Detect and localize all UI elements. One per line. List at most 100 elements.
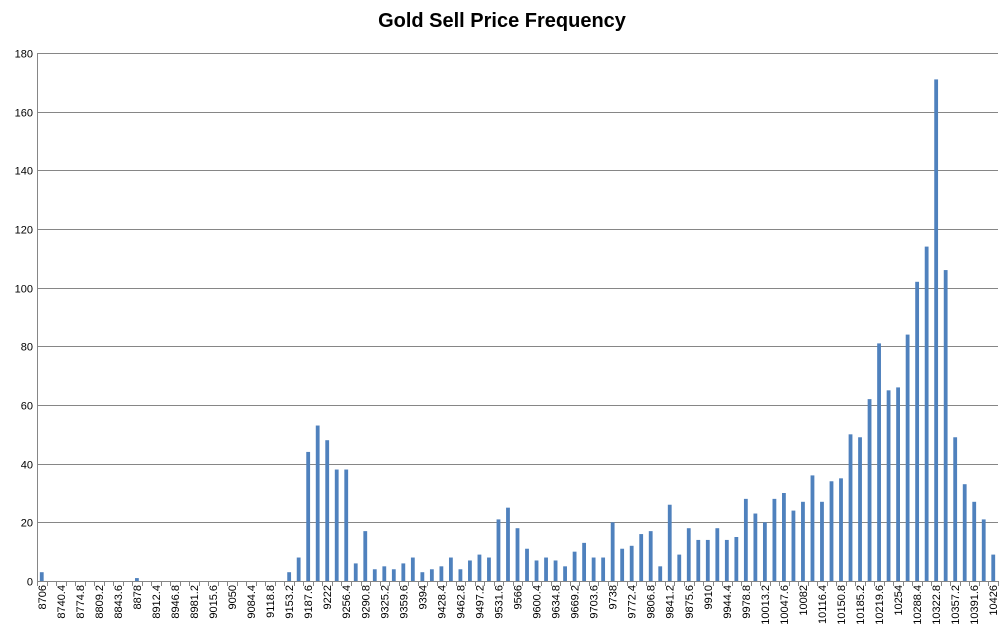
bar [591,557,596,581]
bar [991,554,996,581]
x-tick-label: 10426 [988,585,1000,616]
bar [772,498,777,581]
gridlines [37,53,998,523]
y-tick-label: 0 [27,577,33,589]
bar [639,534,644,581]
x-tick-label: 8981.2 [189,585,201,619]
bar [601,557,606,581]
bar [791,510,796,581]
bar [439,566,444,581]
x-tick-label: 10254 [893,585,905,616]
bar [677,554,682,581]
x-tick-label: 8878 [132,585,144,609]
bar [382,566,387,581]
y-tick-label: 20 [21,518,33,530]
bar [848,434,853,581]
bar [315,425,320,581]
x-tick-label: 9566 [513,585,525,609]
x-tick-label: 9187.6 [303,585,315,619]
bar [810,475,815,581]
bar [943,270,948,581]
bar [762,522,767,581]
x-tick-label: 9256.4 [341,585,353,619]
bar [306,451,311,581]
bar [953,437,958,581]
bar [477,554,482,581]
y-tick-label: 120 [15,225,33,237]
x-tick-label: 9910 [703,585,715,609]
x-tick-label: 9084.4 [246,585,258,619]
bar [858,437,862,581]
x-tick-label: 9015.6 [208,585,220,619]
chart-title: Gold Sell Price Frequency [378,10,626,32]
bar [420,572,425,581]
bar [829,481,834,581]
x-tick-label: 9634.8 [551,585,563,619]
x-tick-label: 9118.8 [265,585,277,618]
bar [572,551,577,581]
bar [553,560,558,581]
bar [410,557,415,581]
x-tick-label: 10047.6 [779,585,791,625]
bar [344,469,349,581]
bar [782,493,786,581]
bar [448,557,453,581]
x-tick-label: 9359.6 [398,585,410,619]
bar [582,542,587,581]
x-tick-label: 10288.4 [912,585,924,625]
bar [867,399,872,581]
bar [724,539,729,581]
y-tick-label: 140 [15,166,33,178]
bar [629,545,634,581]
bar [962,484,967,581]
bar [696,539,701,581]
x-tick-label: 10116.4 [817,585,829,624]
bar [877,343,881,581]
bar [915,281,920,581]
bar [487,557,491,581]
bar [544,557,548,581]
x-tick-label: 8774.8 [75,585,87,619]
x-tick-label: 9806.8 [646,585,658,619]
bar [296,557,301,581]
bar [658,566,663,581]
x-tick-label: 9290.8 [360,585,372,619]
bar [563,566,567,581]
x-tick-label: 8946.8 [170,585,182,619]
x-tick-label: 9153.2 [284,585,296,619]
x-tick-label: 9531.6 [493,585,505,619]
bar [934,79,939,582]
bar [515,528,520,581]
bar [610,522,615,581]
x-tick-label: 9772.4 [627,585,639,619]
x-tick-label: 9703.6 [589,585,601,619]
bar [325,440,330,581]
bar [743,498,748,581]
y-axis-tick-labels: 0 20 40 60 80 100 120 140 160 180 [15,49,33,589]
y-tick-label: 40 [21,460,33,472]
bar [905,334,910,581]
bar [401,563,406,581]
x-tick-label: 9600.4 [532,585,544,619]
x-tick-label: 10013.2 [760,585,772,625]
x-tick-label: 9497.2 [474,585,486,619]
bar [372,569,377,581]
x-tick-label: 10219.6 [874,585,886,625]
x-tick-label: 9325.2 [379,585,391,619]
bar [896,387,900,581]
bar [468,560,472,581]
bar [981,519,986,581]
bar [534,560,539,581]
bar [334,469,339,581]
x-tick-label: 8706 [37,585,49,609]
x-tick-label: 9944.4 [722,585,734,619]
x-tick-label: 10322.8 [931,585,943,625]
x-tick-label: 8740.4 [56,585,68,619]
bar [620,548,625,581]
bar [886,390,891,581]
x-tick-label: 9050 [227,585,239,609]
x-tick-label: 9841.2 [665,585,677,619]
bar [801,501,805,581]
